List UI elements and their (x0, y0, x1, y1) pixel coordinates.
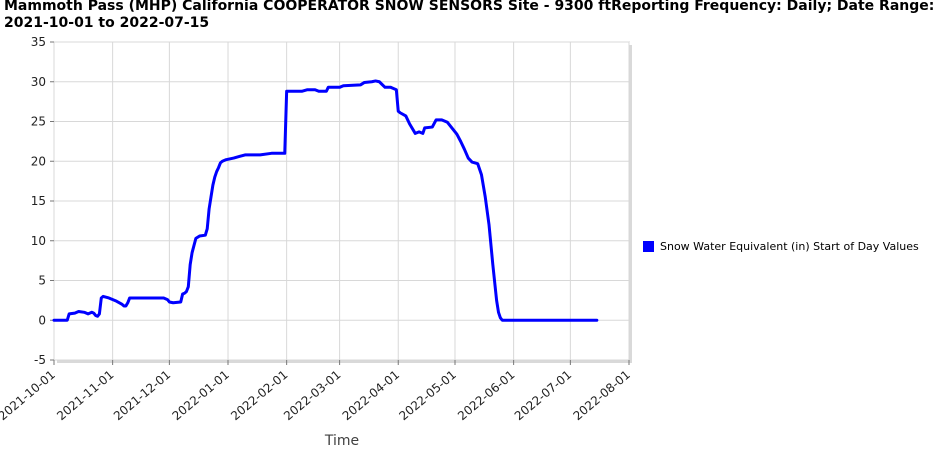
x-tick-label: 2022-01-01 (170, 368, 232, 424)
x-tick-label: 2022-06-01 (455, 368, 517, 424)
x-tick-label: 2022-08-01 (570, 368, 632, 424)
x-tick-label: 2022-04-01 (340, 368, 402, 424)
x-tick-label: 2021-10-01 (0, 368, 58, 424)
x-tick-label: 2022-07-01 (512, 368, 574, 424)
x-tick-label: 2022-05-01 (396, 368, 458, 424)
x-tick-label: 2022-03-01 (281, 368, 343, 424)
legend-label: Snow Water Equivalent (in) Start of Day … (660, 240, 919, 253)
series-layer (52, 79, 599, 322)
y-tick-label: 25 (31, 115, 46, 129)
y-tick-label: 20 (31, 154, 46, 168)
y-axis: -5 0 5 10 15 20 25 30 35 (31, 35, 54, 367)
y-tick-label: 30 (31, 75, 46, 89)
y-tick-label: 10 (31, 234, 46, 248)
x-tick-label: 2021-12-01 (111, 368, 173, 424)
y-tick-label: 5 (38, 274, 46, 288)
y-tick-label: -5 (34, 353, 46, 367)
x-axis: 2021-10-012021-11-012021-12-012022-01-01… (0, 360, 633, 423)
legend[interactable]: Snow Water Equivalent (in) Start of Day … (643, 240, 919, 253)
chart-title: Mammoth Pass (MHP) California COOPERATOR… (4, 0, 935, 31)
legend-swatch (643, 241, 654, 252)
x-axis-label: Time (324, 433, 359, 449)
y-tick-label: 35 (31, 35, 46, 49)
y-tick-label: 15 (31, 194, 46, 208)
x-tick-label: 2021-11-01 (54, 368, 116, 424)
series-line-0 (52, 79, 599, 322)
grid (53, 41, 630, 361)
y-tick-label: 0 (38, 313, 46, 327)
x-tick-label: 2022-02-01 (228, 368, 290, 424)
